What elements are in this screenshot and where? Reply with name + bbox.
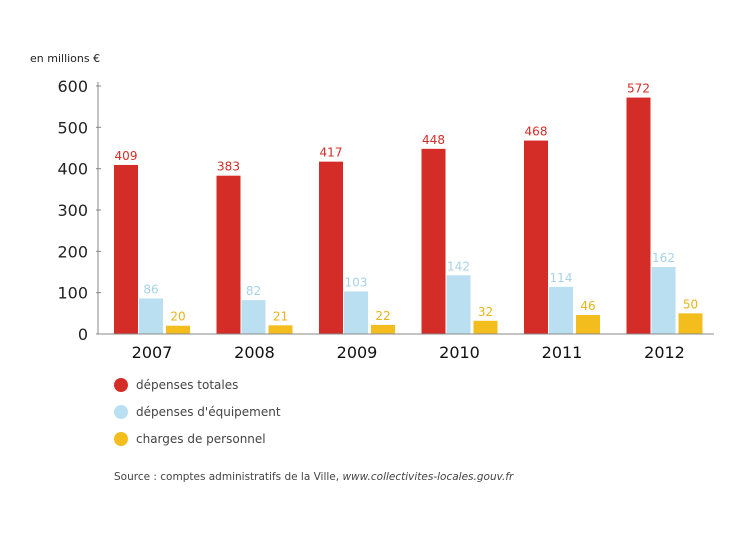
y-tick-label: 600 — [57, 77, 88, 96]
data-label: 22 — [375, 309, 390, 323]
data-label: 114 — [550, 271, 573, 285]
x-tick-label: 2007 — [132, 343, 173, 362]
y-tick-label: 0 — [78, 325, 88, 344]
bar-depenses-totales — [626, 97, 651, 334]
bar-depenses-totales — [216, 175, 241, 334]
x-tick-label: 2010 — [439, 343, 480, 362]
bar-charges-personnel — [166, 325, 190, 334]
bars — [114, 97, 703, 334]
legend-label: dépenses d'équipement — [136, 405, 281, 419]
y-axis: 0 100 200 300 400 500 600 — [57, 77, 101, 344]
y-tick-label: 100 — [57, 284, 88, 303]
data-labels: 409 86 20 383 82 21 417 103 22 448 142 32 468 114 46 57… — [115, 82, 699, 324]
x-axis: 2007 2008 2009 2010 2011 2012 — [98, 333, 714, 362]
data-label: 50 — [683, 297, 698, 311]
bar-depenses-equipement — [446, 275, 471, 334]
bar-charges-personnel — [473, 320, 498, 334]
bar-depenses-equipement — [651, 267, 676, 334]
y-tick-label: 400 — [57, 160, 88, 179]
source-prefix: Source : comptes administratifs de la Vi… — [114, 471, 343, 483]
data-label: 20 — [170, 310, 185, 324]
data-label: 142 — [447, 259, 470, 273]
data-label: 82 — [246, 284, 261, 298]
bar-depenses-totales — [114, 164, 138, 334]
data-label: 32 — [478, 305, 493, 319]
bar-depenses-totales — [319, 161, 343, 334]
data-label: 162 — [652, 251, 675, 265]
bar-depenses-equipement — [241, 300, 266, 334]
y-tick-label: 200 — [57, 242, 88, 261]
bar-charges-personnel — [268, 325, 293, 334]
data-label: 417 — [320, 146, 343, 160]
bar-depenses-totales — [421, 148, 446, 334]
bar-charges-personnel — [678, 313, 703, 334]
y-unit-label: en millions € — [30, 52, 100, 65]
source-link: www.collectivites-locales.gouv.fr — [342, 471, 514, 483]
data-label: 21 — [273, 309, 288, 323]
source-note: Source : comptes administratifs de la Vi… — [114, 471, 513, 483]
x-tick-label: 2012 — [644, 343, 685, 362]
bar-depenses-equipement — [139, 298, 163, 334]
bar-charges-personnel — [576, 314, 600, 334]
data-label: 468 — [525, 125, 548, 139]
bar-charges-personnel — [371, 324, 395, 334]
bar-depenses-totales — [524, 140, 548, 334]
legend-label: dépenses totales — [136, 378, 238, 392]
data-label: 46 — [580, 299, 595, 313]
bar-depenses-equipement — [344, 291, 368, 334]
data-label: 103 — [345, 275, 368, 289]
data-label: 448 — [422, 133, 445, 147]
legend-swatch — [114, 405, 128, 419]
bar-depenses-equipement — [549, 286, 573, 334]
legend: dépenses totales dépenses d'équipement cha… — [114, 378, 281, 446]
data-label: 572 — [627, 82, 650, 96]
y-tick-label: 300 — [57, 201, 88, 220]
data-label: 383 — [217, 160, 240, 174]
x-tick-label: 2008 — [234, 343, 275, 362]
x-tick-label: 2011 — [542, 343, 583, 362]
legend-swatch — [114, 432, 128, 446]
legend-swatch — [114, 378, 128, 392]
x-tick-label: 2009 — [337, 343, 378, 362]
data-label: 409 — [115, 149, 138, 163]
y-tick-label: 500 — [57, 118, 88, 137]
data-label: 86 — [143, 282, 158, 296]
legend-label: charges de personnel — [136, 432, 266, 446]
